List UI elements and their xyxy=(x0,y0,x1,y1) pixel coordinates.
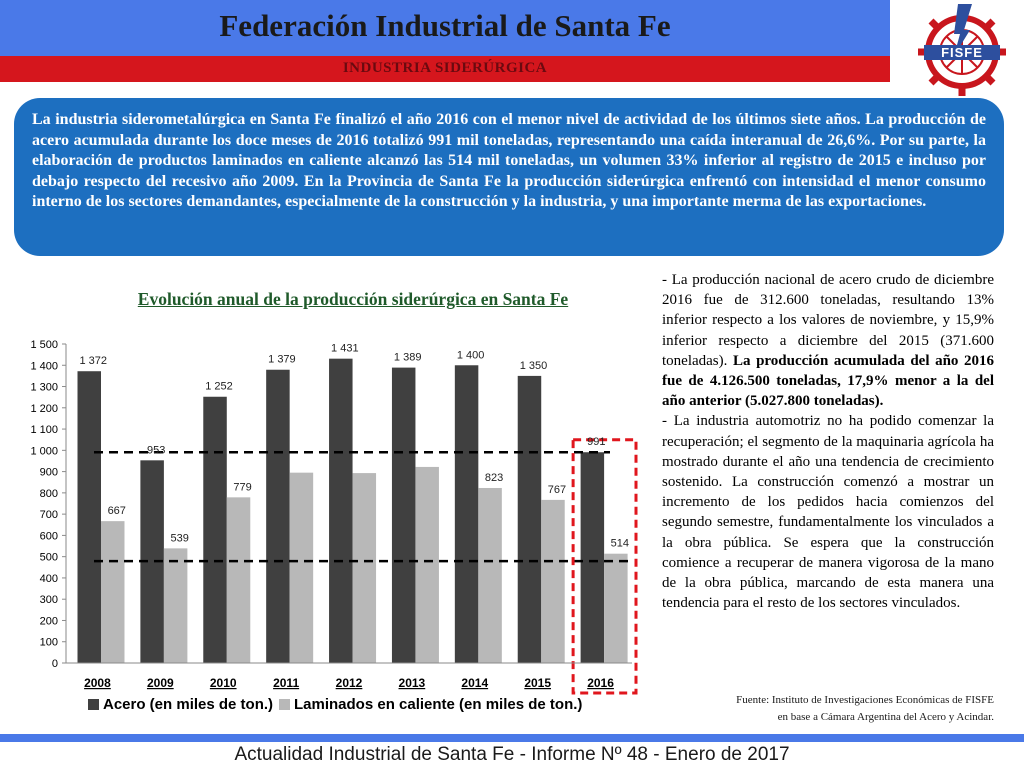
bar-laminados-2012 xyxy=(352,473,377,663)
bar-chart: 0 100 200 300 400 500 600 700 800 900 1 000 1 100 1 … xyxy=(30,339,638,713)
page-title: Federación Industrial de Santa Fe xyxy=(219,8,671,43)
data-label-acero-2012: 1 431 xyxy=(331,343,359,355)
data-label-acero-2009: 953 xyxy=(147,444,165,456)
header-subtitle-bar xyxy=(0,56,890,82)
bar-laminados-2011 xyxy=(289,472,314,663)
x-tick-label-2016: 2016 xyxy=(587,676,614,690)
footer-bar xyxy=(0,734,1024,742)
bar-acero-2016 xyxy=(580,452,605,663)
page-subtitle: INDUSTRIA SIDERÚRGICA xyxy=(342,60,548,76)
legend-swatch-laminados xyxy=(279,699,290,710)
bar-acero-2010 xyxy=(203,396,227,663)
header-bar xyxy=(0,0,890,56)
logo-text: FISFE xyxy=(941,45,983,60)
fisfe-gear-logo-icon: FISFE xyxy=(918,4,1006,96)
y-tick-label: 900 xyxy=(40,467,58,479)
y-tick-label: 1 400 xyxy=(30,360,58,372)
side-paragraph-1-bold: La producción acumulada del año 2016 fue… xyxy=(662,352,995,410)
bar-laminados-2010 xyxy=(226,497,251,663)
y-tick-label: 400 xyxy=(40,573,58,585)
data-label-acero-2015: 1 350 xyxy=(520,360,548,372)
side-paragraph-1-normal: - La producción nacional de acero crudo … xyxy=(662,272,994,369)
y-tick-label: 1 100 xyxy=(30,424,58,436)
data-label-laminados-2008: 667 xyxy=(108,505,126,517)
y-tick-label: 0 xyxy=(52,658,58,670)
bar-acero-2008 xyxy=(77,371,101,663)
y-tick-label: 1 200 xyxy=(30,403,58,415)
bar-acero-2011 xyxy=(266,369,290,663)
data-label-laminados-2014: 823 xyxy=(485,472,503,484)
intro-box xyxy=(14,98,1004,256)
y-tick-label: 200 xyxy=(40,615,58,627)
side-paragraph-1: - La producción nacional de acero crudo … xyxy=(662,270,994,411)
data-label-laminados-2015: 767 xyxy=(548,484,566,496)
x-tick-label-2013: 2013 xyxy=(399,676,426,690)
footer-text: Actualidad Industrial de Santa Fe - Info… xyxy=(234,744,790,765)
bar-acero-2012 xyxy=(329,358,353,663)
intro-text: La industria siderometalúrgica en Santa … xyxy=(32,111,986,211)
source-note: Fuente: Instituto de Investigaciones Eco… xyxy=(650,692,994,726)
y-tick-label: 1 500 xyxy=(30,339,58,351)
y-tick-label: 700 xyxy=(40,509,58,521)
legend-swatch-acero xyxy=(88,699,99,710)
data-label-acero-2008: 1 372 xyxy=(79,355,107,367)
x-tick-label-2009: 2009 xyxy=(147,676,174,690)
bar-acero-2013 xyxy=(391,367,416,663)
y-tick-label: 600 xyxy=(40,530,58,542)
highlight-box-2016 xyxy=(571,438,638,695)
data-label-acero-2016: 991 xyxy=(587,436,605,448)
x-tick-label-2010: 2010 xyxy=(210,676,237,690)
y-tick-label: 1 300 xyxy=(30,382,58,394)
data-label-laminados-2010: 779 xyxy=(233,481,251,493)
bar-laminados-2014 xyxy=(478,487,502,663)
x-tick-label-2014: 2014 xyxy=(461,676,488,690)
data-label-acero-2013: 1 389 xyxy=(394,352,422,364)
bar-laminados-2015 xyxy=(541,499,565,663)
bar-acero-2015 xyxy=(517,375,542,663)
x-tick-label-2008: 2008 xyxy=(84,676,111,690)
bar-acero-2014 xyxy=(454,365,479,663)
bar-laminados-2013 xyxy=(415,466,439,663)
side-paragraph-2: - La industria automotriz no ha podido c… xyxy=(662,413,994,612)
data-label-laminados-2016: 514 xyxy=(611,538,629,550)
bar-laminados-2008 xyxy=(101,521,125,663)
x-tick-label-2011: 2011 xyxy=(273,676,299,690)
side-text: - La producción nacional de acero crudo … xyxy=(662,270,994,613)
bar-laminados-2009 xyxy=(163,548,188,663)
y-tick-label: 1 000 xyxy=(30,445,58,457)
bar-acero-2009 xyxy=(140,460,164,663)
x-tick-label-2012: 2012 xyxy=(336,676,363,690)
data-label-acero-2011: 1 379 xyxy=(268,354,296,366)
y-tick-label: 300 xyxy=(40,594,58,606)
chart-title: Evolución anual de la producción siderúr… xyxy=(137,289,569,309)
y-tick-label: 500 xyxy=(40,552,58,564)
legend-label-acero: Acero (en miles de ton.) xyxy=(103,696,273,713)
bar-laminados-2016 xyxy=(604,553,628,663)
data-label-acero-2010: 1 252 xyxy=(205,381,233,393)
source-line-2: en base a Cámara Argentina del Acero y A… xyxy=(777,711,994,723)
x-tick-label-2015: 2015 xyxy=(524,676,551,690)
data-label-laminados-2009: 539 xyxy=(170,532,188,544)
data-label-acero-2014: 1 400 xyxy=(457,349,485,361)
y-tick-label: 800 xyxy=(40,488,58,500)
source-line-1: Fuente: Instituto de Investigaciones Eco… xyxy=(736,694,994,706)
y-tick-label: 100 xyxy=(40,637,58,649)
legend-label-laminados: Laminados en caliente (en miles de ton.) xyxy=(294,696,582,713)
